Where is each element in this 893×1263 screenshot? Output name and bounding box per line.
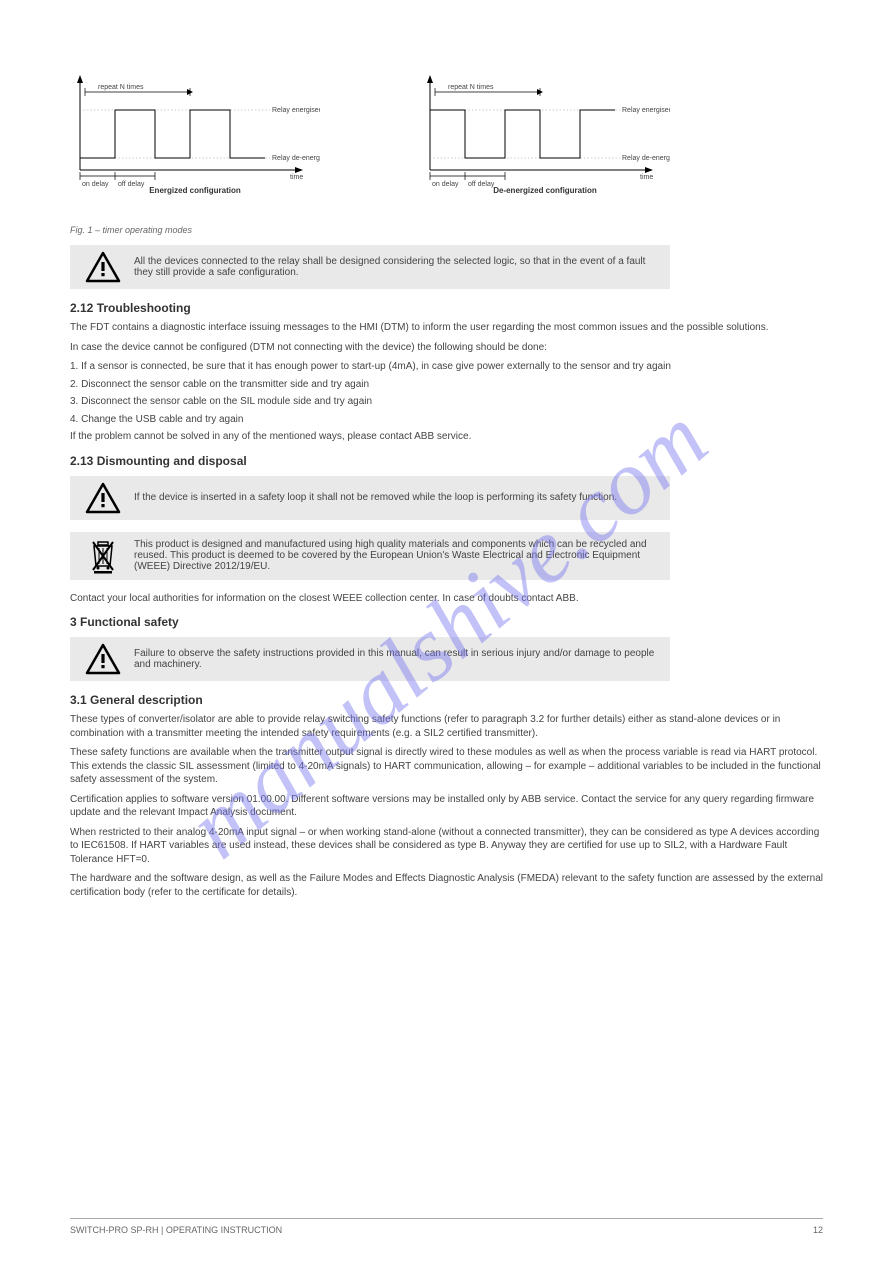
chart-deenergized: repeat N times Relay energised Relay de-… [420, 70, 670, 195]
warning-text-2: If the device is inserted in a safety lo… [122, 492, 617, 503]
weee-icon [84, 538, 122, 574]
chart-row: repeat N times Relay energised Relay de-… [70, 70, 823, 195]
heading-troubleshooting: 2.12 Troubleshooting [70, 301, 823, 315]
s1-p6: 4. Change the USB cable and try again [70, 413, 823, 427]
svg-text:time: time [640, 174, 653, 181]
s1-p7: If the problem cannot be solved in any o… [70, 430, 823, 444]
heading-dismount: 2.13 Dismounting and disposal [70, 454, 823, 468]
weee-box: This product is designed and manufacture… [70, 532, 670, 580]
time-label: time [290, 174, 303, 181]
warning-text-3: Failure to observe the safety instructio… [122, 648, 660, 670]
warning-icon [84, 643, 122, 675]
warning-box-3: Failure to observe the safety instructio… [70, 637, 670, 681]
relay-de: Relay de-energised [272, 155, 320, 162]
chart-energized: repeat N times Relay energised Relay de-… [70, 70, 320, 195]
svg-text:on delay: on delay [432, 181, 459, 188]
relay-en: Relay energised [272, 107, 320, 114]
s1-p5: 3. Disconnect the sensor cable on the SI… [70, 395, 823, 409]
warning-icon [84, 251, 122, 283]
svg-text:off delay: off delay [468, 181, 495, 188]
svg-text:repeat N times: repeat N times [448, 84, 494, 91]
s2-p2: Contact your local authorities for infor… [70, 592, 823, 606]
svg-text:Relay de-energised: Relay de-energised [622, 155, 670, 162]
svg-text:Relay energised: Relay energised [622, 107, 670, 114]
warning-icon [84, 482, 122, 514]
figure-caption: Fig. 1 – timer operating modes [70, 225, 823, 235]
s4-p4: When restricted to their analog 4-20mA i… [70, 826, 823, 867]
warning-box-1: All the devices connected to the relay s… [70, 245, 670, 289]
s1-p1: The FDT contains a diagnostic interface … [70, 321, 823, 335]
warning-text-1: All the devices connected to the relay s… [122, 256, 660, 278]
heading-fs: 3 Functional safety [70, 615, 823, 629]
weee-text: This product is designed and manufacture… [122, 539, 660, 572]
off-delay: off delay [118, 181, 145, 188]
footer-left: SWITCH-PRO SP-RH | OPERATING INSTRUCTION [70, 1225, 282, 1235]
s4-p2: These safety functions are available whe… [70, 746, 823, 787]
on-delay: on delay [82, 181, 109, 188]
s1-p4: 2. Disconnect the sensor cable on the tr… [70, 378, 823, 392]
warning-box-2: If the device is inserted in a safety lo… [70, 476, 670, 520]
page-footer: SWITCH-PRO SP-RH | OPERATING INSTRUCTION… [70, 1218, 823, 1235]
repeat-label: repeat N times [98, 84, 144, 91]
s1-p3: 1. If a sensor is connected, be sure tha… [70, 360, 823, 374]
s4-p5: The hardware and the software design, as… [70, 872, 823, 899]
s4-p1: These types of converter/isolator are ab… [70, 713, 823, 740]
s4-p3: Certification applies to software versio… [70, 793, 823, 820]
footer-right: 12 [813, 1225, 823, 1235]
heading-gendesc: 3.1 General description [70, 693, 823, 707]
s1-p2: In case the device cannot be configured … [70, 341, 823, 355]
